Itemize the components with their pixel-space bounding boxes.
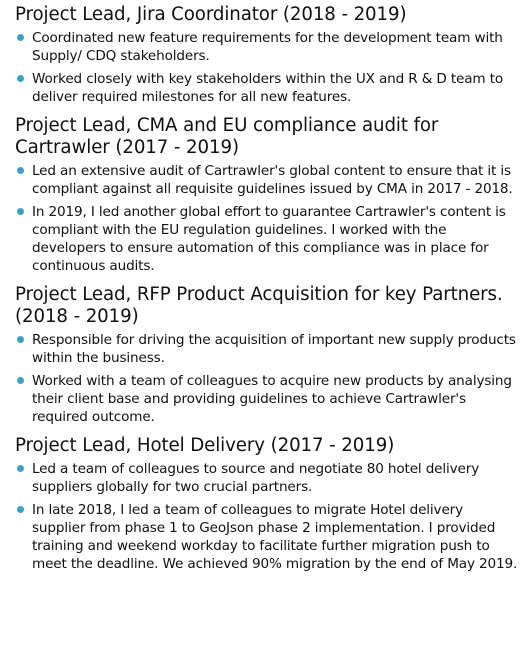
bullet-text: In late 2018, I led a team of colleagues… <box>32 502 518 572</box>
section-title: Project Lead, RFP Product Acquisition fo… <box>15 284 503 327</box>
section-cma-eu-audit: Project Lead, CMA and EU compliance audi… <box>15 115 520 275</box>
bullet-text: Led a team of colleagues to source and n… <box>32 461 480 495</box>
bullet-item: Led an extensive audit of Cartrawler's g… <box>15 162 520 198</box>
bullet-icon <box>17 506 24 513</box>
bullet-list: Responsible for driving the acquisition … <box>15 331 520 426</box>
bullet-text: In 2019, I led another global effort to … <box>32 204 506 274</box>
bullet-list: Led an extensive audit of Cartrawler's g… <box>15 162 520 275</box>
bullet-icon <box>17 377 24 384</box>
bullet-text: Coordinated new feature requirements for… <box>32 30 503 64</box>
bullet-text: Led an extensive audit of Cartrawler's g… <box>32 163 513 197</box>
bullet-icon <box>17 34 24 41</box>
bullet-icon <box>17 208 24 215</box>
bullet-item: In late 2018, I led a team of colleagues… <box>15 501 520 573</box>
bullet-icon <box>17 167 24 174</box>
section-hotel-delivery: Project Lead, Hotel Delivery (2017 - 201… <box>15 435 520 573</box>
bullet-text: Worked closely with key stakeholders wit… <box>32 71 504 105</box>
bullet-item: Led a team of colleagues to source and n… <box>15 460 520 496</box>
bullet-icon <box>17 465 24 472</box>
section-title: Project Lead, CMA and EU compliance audi… <box>15 115 439 158</box>
bullet-text: Worked with a team of colleagues to acqu… <box>32 373 512 425</box>
bullet-list: Led a team of colleagues to source and n… <box>15 460 520 573</box>
bullet-item: In 2019, I led another global effort to … <box>15 203 520 275</box>
bullet-item: Worked with a team of colleagues to acqu… <box>15 372 520 426</box>
bullet-item: Worked closely with key stakeholders wit… <box>15 70 520 106</box>
experience-document: Project Lead, Jira Coordinator (2018 - 2… <box>15 4 520 582</box>
bullet-text: Responsible for driving the acquisition … <box>32 332 516 366</box>
bullet-list: Coordinated new feature requirements for… <box>15 29 520 106</box>
bullet-item: Responsible for driving the acquisition … <box>15 331 520 367</box>
section-jira-coordinator: Project Lead, Jira Coordinator (2018 - 2… <box>15 4 520 106</box>
section-title: Project Lead, Jira Coordinator (2018 - 2… <box>15 4 407 25</box>
bullet-icon <box>17 75 24 82</box>
section-rfp-acquisition: Project Lead, RFP Product Acquisition fo… <box>15 284 520 426</box>
bullet-icon <box>17 336 24 343</box>
bullet-item: Coordinated new feature requirements for… <box>15 29 520 65</box>
section-title: Project Lead, Hotel Delivery (2017 - 201… <box>15 435 395 456</box>
